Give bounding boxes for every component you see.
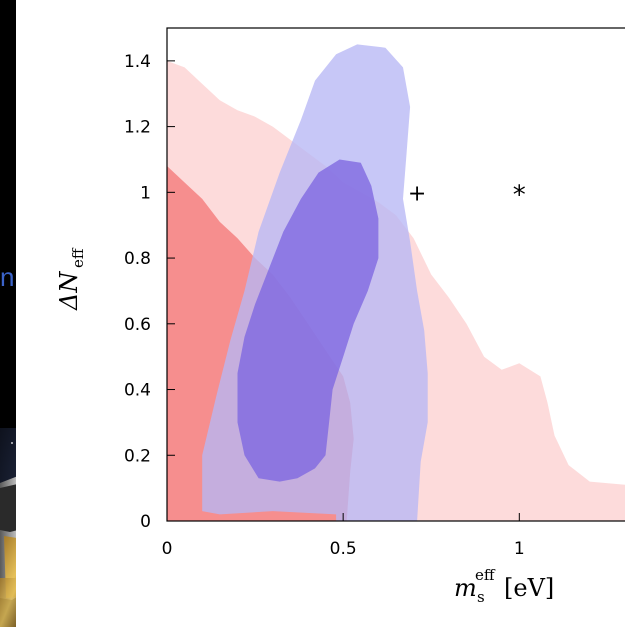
x-tick-label: 0.5 <box>330 539 357 559</box>
y-tick-label: 0 <box>140 512 151 532</box>
x-tick-label: 0 <box>162 539 173 559</box>
x-axis-title-main: m <box>454 574 477 602</box>
y-tick-label: 0.2 <box>124 446 151 466</box>
x-tick-label: 1 <box>514 539 525 559</box>
region-blue-inner <box>237 159 379 482</box>
y-axis-title: ΔN eff <box>55 247 87 311</box>
y-tick-label: 0.8 <box>124 249 151 269</box>
x-axis-title-superscript: eff <box>475 566 496 584</box>
y-tick-label: 1.4 <box>124 52 151 72</box>
y-tick-label: 1.2 <box>124 118 151 138</box>
chart-panel: + * 0 0.5 1 0 0.2 0.4 0.6 0.8 1 1.2 1.4 m eff s [eV… <box>16 0 625 627</box>
y-tick-label: 0.6 <box>124 315 151 335</box>
slide-text-fragment: n <box>0 262 15 292</box>
y-axis-title-subscript: eff <box>69 247 87 268</box>
markers: + * <box>408 180 526 210</box>
y-axis-title-main: ΔN <box>55 271 83 311</box>
y-tick-label: 1 <box>140 183 151 203</box>
x-axis-title-unit: [eV] <box>504 574 554 602</box>
x-axis-title-subscript: s <box>477 588 485 606</box>
marker-plus: + <box>408 181 426 206</box>
plot-frame <box>166 27 625 522</box>
x-axis-title: m eff s [eV] <box>454 566 554 606</box>
ticks: 0 0.5 1 0 0.2 0.4 0.6 0.8 1 1.2 1.4 <box>124 52 525 559</box>
marker-star: * <box>513 180 526 210</box>
contour-chart: + * 0 0.5 100.20.40.60.811.21.4 m eff s [eV… <box>55 27 625 606</box>
confidence-regions <box>167 44 625 522</box>
y-tick-label: 0.4 <box>124 381 151 401</box>
